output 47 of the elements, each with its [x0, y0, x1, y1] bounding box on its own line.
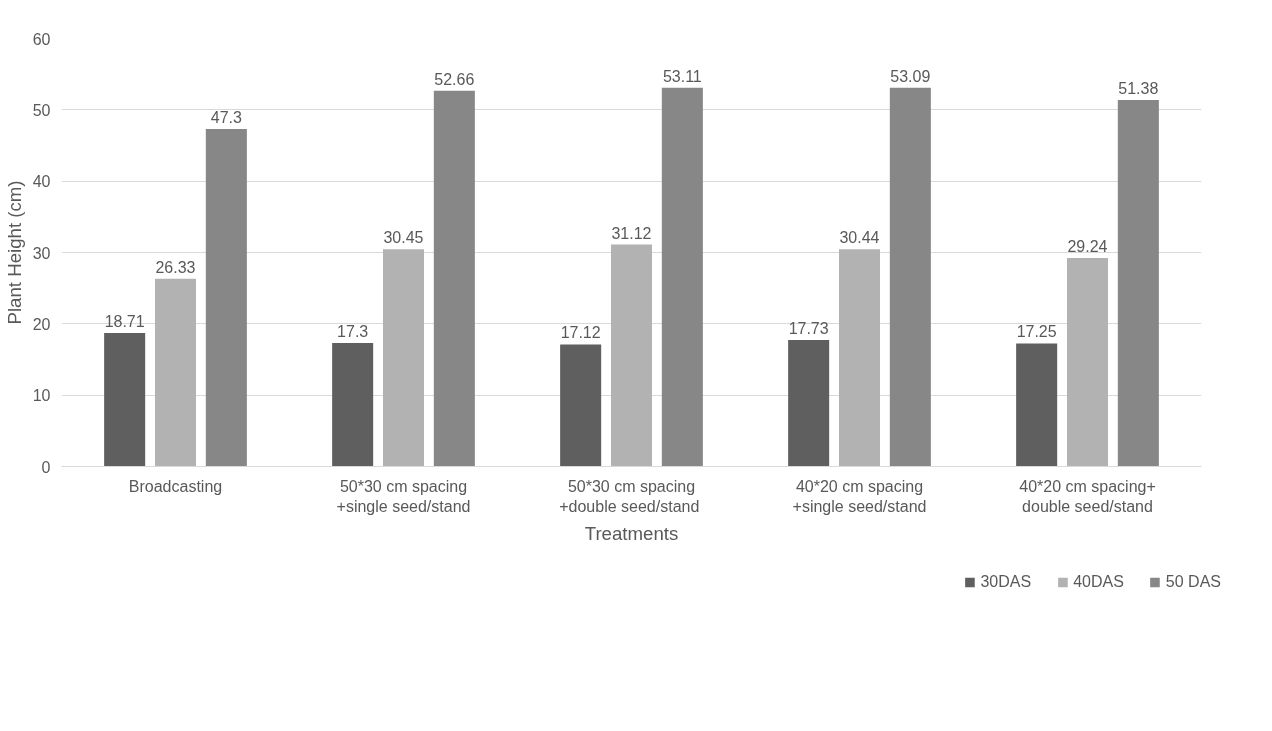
bar	[661, 87, 703, 467]
bar	[332, 343, 374, 467]
data-label: 30.44	[839, 229, 880, 247]
data-label: 17.12	[560, 324, 601, 342]
x-tick-label: 40*20 cm spacing +single seed/stand	[792, 477, 927, 515]
y-tick-label: 40	[32, 173, 51, 191]
legend-label: 30DAS	[980, 573, 1032, 591]
y-tick-label: 0	[41, 458, 51, 476]
y-tick-label: 20	[32, 315, 51, 333]
bar	[838, 249, 881, 467]
x-tick-label: 40*20 cm spacing+ double seed/stand	[1019, 477, 1156, 515]
data-label: 29.24	[1067, 237, 1108, 255]
bar	[1016, 343, 1058, 467]
x-tick-label: Broadcasting	[128, 477, 223, 495]
data-label: 30.45	[383, 229, 424, 247]
x-tick-label: 50*30 cm spacing +double seed/stand	[559, 477, 700, 515]
y-tick-label: 10	[32, 387, 51, 405]
y-tick-label: 50	[32, 101, 51, 119]
data-label: 17.3	[337, 323, 369, 341]
data-label: 26.33	[155, 258, 196, 276]
bar	[205, 129, 247, 467]
data-label: 17.25	[1016, 323, 1057, 341]
x-axis-title: Treatments	[584, 522, 679, 544]
data-label: 53.11	[662, 67, 702, 85]
bar	[889, 87, 931, 467]
legend-label: 40DAS	[1073, 573, 1124, 591]
bar	[1117, 99, 1159, 467]
bar	[1066, 257, 1109, 467]
legend-label: 50 DAS	[1165, 573, 1221, 591]
data-label: 51.38	[1118, 79, 1159, 97]
data-label: 18.71	[104, 313, 145, 331]
y-tick-label: 60	[32, 30, 51, 48]
bar	[560, 344, 602, 467]
data-label: 31.12	[611, 224, 652, 242]
bar	[382, 249, 425, 467]
bar	[154, 278, 197, 467]
y-axis-title: Plant Height (cm)	[3, 180, 25, 325]
bar	[104, 333, 146, 467]
y-tick-label: 30	[32, 244, 51, 262]
data-label: 52.66	[434, 70, 475, 88]
data-label: 53.09	[890, 67, 931, 85]
bar	[433, 90, 475, 467]
x-tick-label: 50*30 cm spacing +single seed/stand	[336, 477, 471, 515]
bar	[788, 340, 830, 467]
bar	[610, 244, 653, 467]
data-label: 17.73	[788, 320, 829, 338]
data-label: 47.3	[210, 109, 243, 127]
